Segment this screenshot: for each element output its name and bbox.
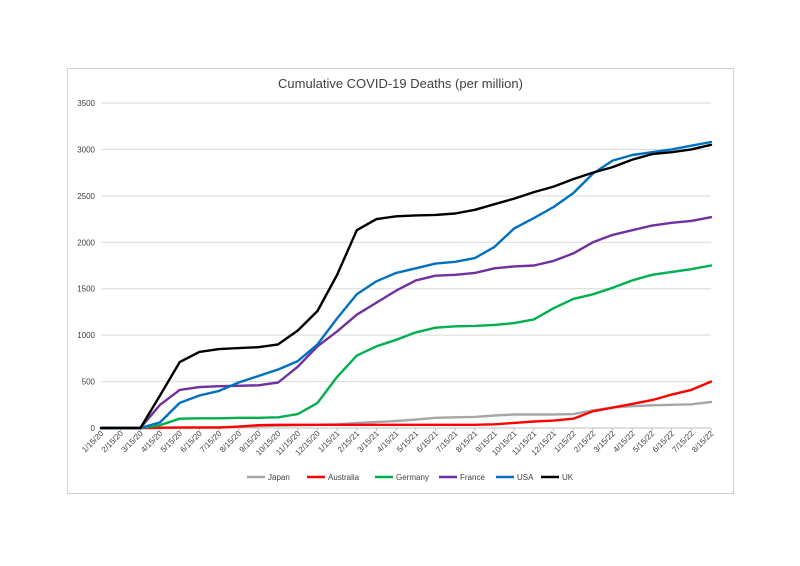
series-line-australia: [99, 380, 713, 430]
legend-label-usa: USA: [517, 473, 534, 482]
series-line-uk: [99, 143, 713, 430]
x-tick-label: 8/15/22: [690, 429, 716, 455]
y-tick-label: 3000: [77, 145, 95, 154]
series-line-france: [99, 215, 713, 430]
y-tick-label: 3500: [77, 99, 95, 108]
legend-label-uk: UK: [562, 473, 574, 482]
chart-frame: [67, 68, 734, 494]
series-line-usa: [99, 140, 713, 430]
series-line-germany: [99, 264, 713, 430]
y-tick-label: 1000: [77, 331, 95, 340]
y-tick-label: 1500: [77, 285, 95, 294]
legend-label-france: France: [460, 473, 485, 482]
chart-title: Cumulative COVID-19 Deaths (per million): [278, 76, 523, 91]
legend-label-germany: Germany: [396, 473, 429, 482]
legend-label-japan: Japan: [268, 473, 290, 482]
legend-label-australia: Australia: [328, 473, 360, 482]
y-tick-label: 2000: [77, 238, 95, 247]
y-tick-label: 500: [82, 378, 96, 387]
y-tick-label: 2500: [77, 192, 95, 201]
y-tick-label: 0: [91, 424, 96, 433]
